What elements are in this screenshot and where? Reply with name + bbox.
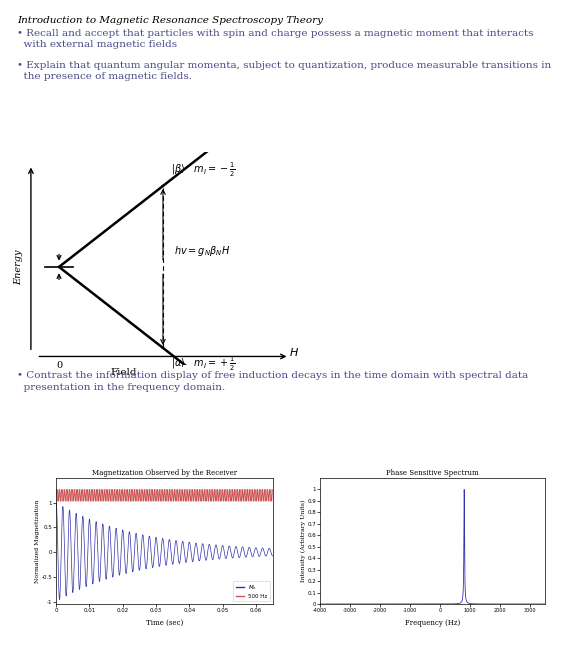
Text: Field: Field — [110, 368, 137, 377]
Text: • Recall and accept that particles with spin and charge possess a magnetic momen: • Recall and accept that particles with … — [17, 29, 533, 49]
Text: • Explain that quantum angular momenta, subject to quantization, produce measura: • Explain that quantum angular momenta, … — [17, 61, 551, 81]
Text: $H$: $H$ — [289, 346, 300, 358]
Text: $|\beta\rangle$   $m_I = -\frac{1}{2}$: $|\beta\rangle$ $m_I = -\frac{1}{2}$ — [171, 161, 236, 179]
Text: Energy: Energy — [13, 249, 23, 285]
Y-axis label: Intensity (Arbitrary Units): Intensity (Arbitrary Units) — [301, 500, 306, 582]
X-axis label: Time (sec): Time (sec) — [146, 619, 183, 627]
Title: Phase Sensitive Spectrum: Phase Sensitive Spectrum — [386, 469, 479, 477]
Legend: $M_x$, 500 Hz: $M_x$, 500 Hz — [233, 581, 270, 601]
Title: Magnetization Observed by the Receiver: Magnetization Observed by the Receiver — [92, 469, 237, 477]
Text: $hv = g_N\beta_N H$: $hv = g_N\beta_N H$ — [174, 244, 230, 258]
Y-axis label: Normalized Magnetization: Normalized Magnetization — [35, 499, 40, 583]
Text: • Contrast the information display of free induction decays in the time domain w: • Contrast the information display of fr… — [17, 371, 528, 391]
Text: $|\alpha\rangle$   $m_I = +\frac{1}{2}$: $|\alpha\rangle$ $m_I = +\frac{1}{2}$ — [171, 355, 236, 373]
Text: 0: 0 — [56, 360, 62, 370]
X-axis label: Frequency (Hz): Frequency (Hz) — [405, 619, 460, 627]
Text: Introduction to Magnetic Resonance Spectroscopy Theory: Introduction to Magnetic Resonance Spect… — [17, 16, 323, 25]
